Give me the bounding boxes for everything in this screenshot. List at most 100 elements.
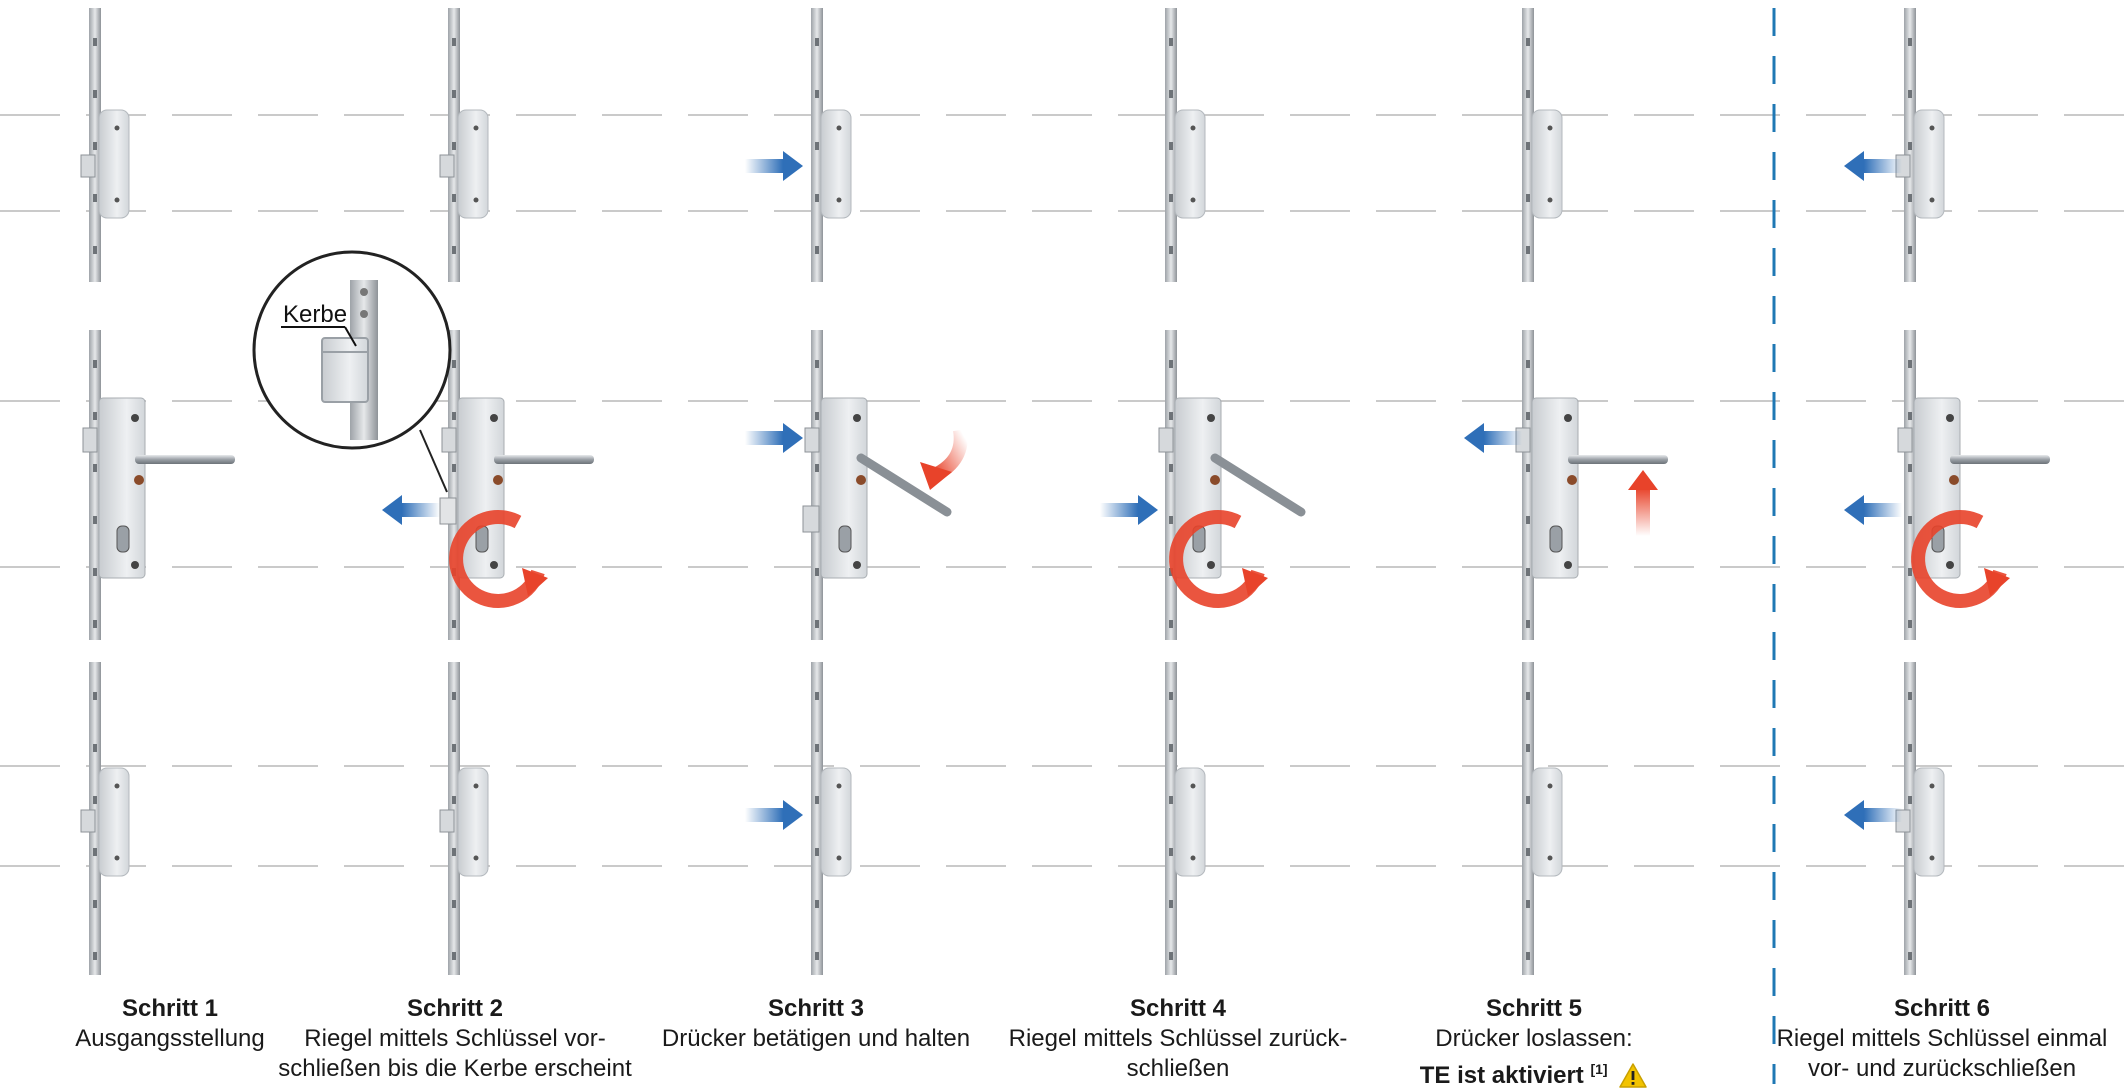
spindle-hole [1949,475,1959,485]
rail-slot [1526,360,1530,368]
rail-slot [1526,90,1530,98]
rail-slot [815,796,819,804]
rail-slot [1908,194,1912,202]
screw [1547,197,1553,203]
arrow-head [783,151,803,181]
rail-slot [93,796,97,804]
rail-slot [1169,516,1173,524]
rail-slot [815,464,819,472]
arrow-shaft [745,808,783,822]
rail-slot [452,464,456,472]
dead-bolt [802,505,820,533]
arrow-shaft [1864,503,1902,517]
rail-slot [1169,412,1173,420]
screw [1929,783,1935,789]
rail-slot [1526,848,1530,856]
rail-slot [93,952,97,960]
rail-segment [1522,330,1534,640]
rail-slot [1526,796,1530,804]
arrow-icon-9 [382,495,440,525]
rail-slot [815,900,819,908]
rail-slot [1908,796,1912,804]
cylinder [838,525,852,553]
cylinder [1549,525,1563,553]
rail-slot [815,90,819,98]
rail-slot [815,38,819,46]
rail-slot [1526,744,1530,752]
arrow-shaft [1100,503,1138,517]
rail-slot [452,796,456,804]
rail-slot [93,900,97,908]
rail-slot [93,194,97,202]
rail-segment [811,662,823,975]
screw [1929,197,1935,203]
screw [114,783,120,789]
rail-slot [1908,412,1912,420]
rail-slot [815,952,819,960]
step-4-text-2: schließen [1126,1055,1230,1082]
step-2-title: Schritt 2 [406,995,504,1022]
arrow-head [1138,495,1158,525]
rail-slot [815,360,819,368]
spindle-hole [134,475,144,485]
rail-slot [1908,516,1912,524]
step-6-title: Schritt 6 [1893,995,1991,1022]
step-3-title: Schritt 3 [767,995,865,1022]
lock-assembly-step-2 [439,8,594,975]
screw [836,197,842,203]
magnified-bolt [321,337,369,403]
lock-assembly-step-3 [802,8,952,975]
rail-slot [1169,692,1173,700]
rotation-arrow-icon-1 [449,509,548,608]
rail-slot [1169,246,1173,254]
rail-slot [1908,692,1912,700]
case-screw [853,561,861,569]
rail-slot [93,568,97,576]
rail-slot [452,952,456,960]
arrow-head [1844,800,1864,830]
rail-slot [1526,142,1530,150]
rail-slot [1526,692,1530,700]
rail-slot [93,142,97,150]
caption-step-1: Schritt 1 Ausgangsstellung [0,994,350,1054]
step-6-text-2: vor- und zurückschließen [1807,1055,2077,1082]
step-1-text-1: Ausgangsstellung [75,1025,265,1052]
rail-slot [93,848,97,856]
rail-slot [1908,464,1912,472]
rail-slot [815,194,819,202]
arrow-icon-1 [745,151,803,181]
spindle-hole [1567,475,1577,485]
horizontal-guide-lines [0,114,2127,867]
rail-slot [452,142,456,150]
rail-slot [93,692,97,700]
rail-segment [811,330,823,640]
rail-slot [452,90,456,98]
rail-slot [93,90,97,98]
step-5-text-1: Drücker loslassen: [1435,1025,1633,1052]
arrow-shaft [1864,808,1902,822]
rail-slot [452,194,456,202]
rail-slot [1908,360,1912,368]
warning-triangle-icon [1619,1063,1648,1088]
rail-slot [93,412,97,420]
rail-slot [1169,900,1173,908]
rail-slot [815,620,819,628]
rail-slot [1908,900,1912,908]
lock-assembly-step-5 [1515,8,1668,975]
rail-slot [93,360,97,368]
case-screw [131,414,139,422]
rail-slot [1526,952,1530,960]
caption-step-4: Schritt 4 Riegel mittels Schlüssel zurüc… [998,994,1358,1084]
keeper-plate-bottom [820,767,852,877]
rail-slot [93,38,97,46]
rail-slot [815,692,819,700]
step-5-title: Schritt 5 [1485,995,1583,1022]
screw [473,197,479,203]
rail-slot [1908,620,1912,628]
rail-slot [1526,620,1530,628]
arrow-shaft [402,503,440,517]
lock-case [820,397,868,579]
arrow-icon-7 [1844,495,1902,525]
rail-slot [1526,568,1530,576]
rail-slot [1169,38,1173,46]
